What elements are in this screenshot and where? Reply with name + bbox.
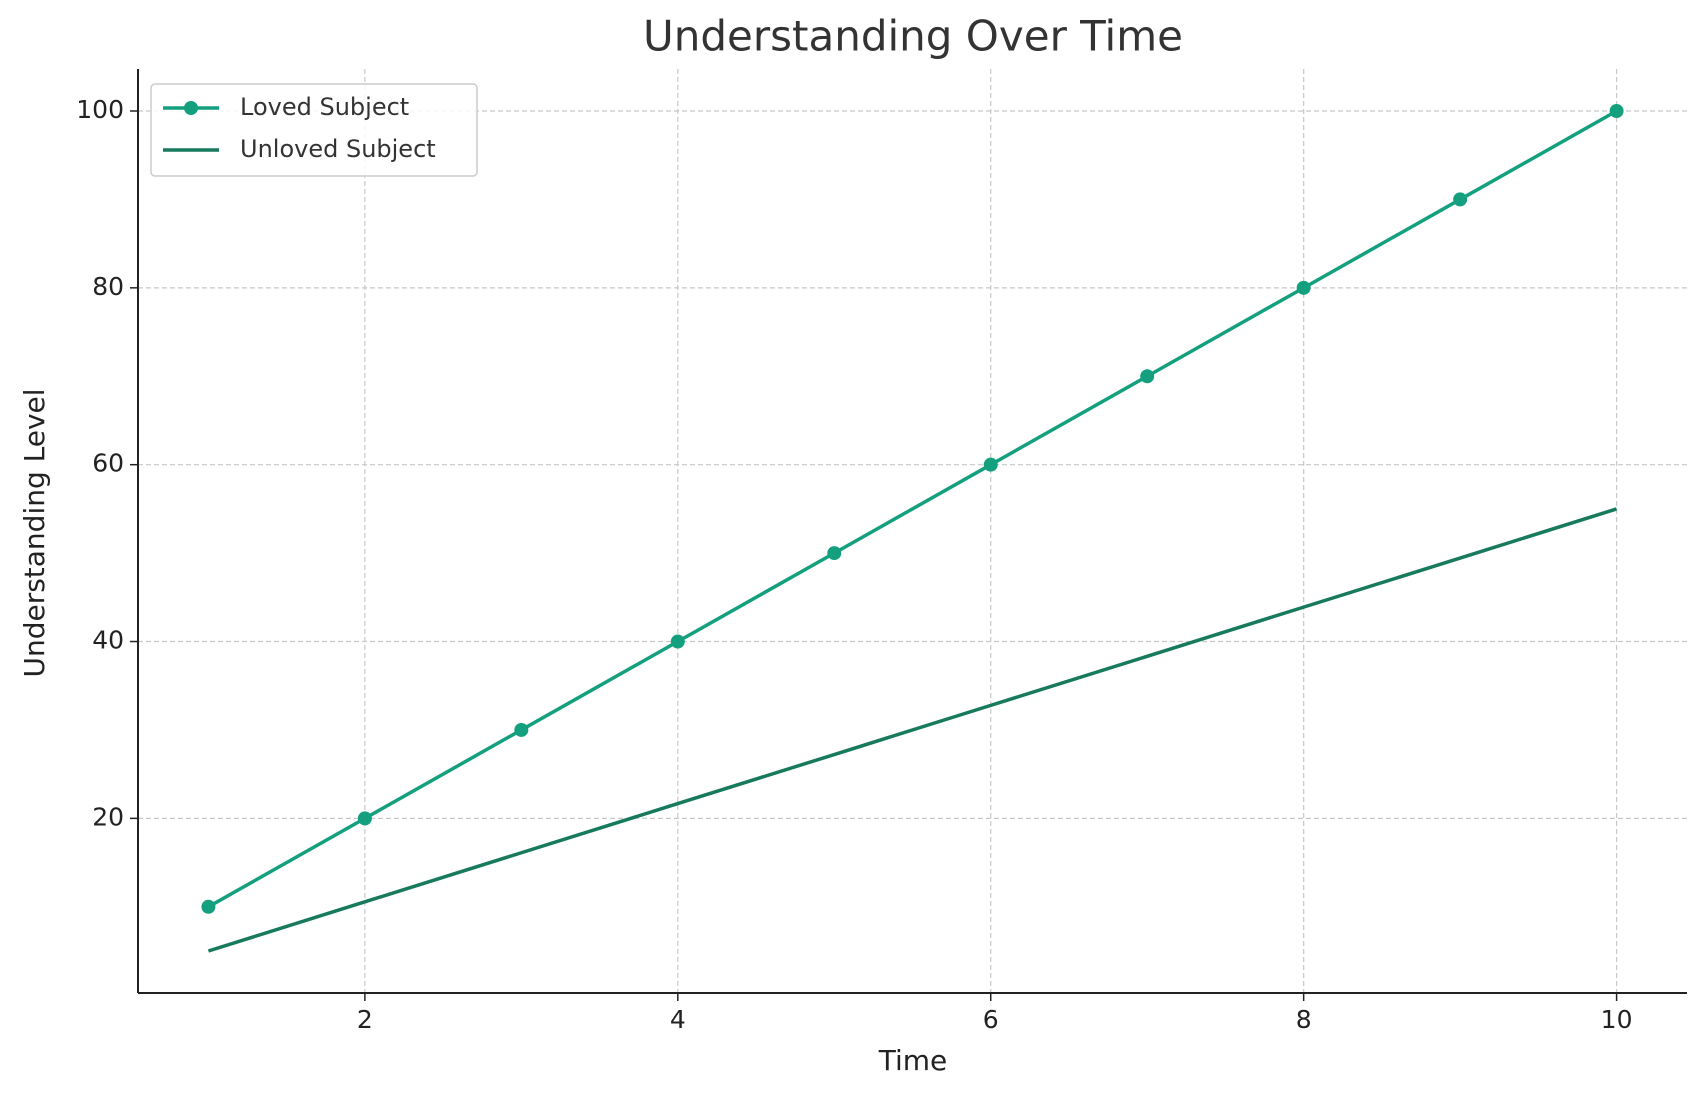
x-tick-label: 8 [1296,1005,1312,1034]
chart-title: Understanding Over Time [643,12,1183,61]
y-tick-label: 20 [92,802,124,831]
y-axis-label: Understanding Level [18,388,51,677]
x-tick-label: 2 [357,1005,373,1034]
legend: Loved Subject Unloved Subject [150,83,478,177]
y-tick-label: 80 [92,272,124,301]
y-tick-label: 40 [92,626,124,655]
y-tick-label: 60 [92,449,124,478]
legend-label: Unloved Subject [240,135,436,163]
point [357,811,372,826]
point [1140,369,1155,384]
y-tick-label: 100 [76,95,124,124]
line-series [207,109,1618,909]
point [201,899,216,914]
point [670,634,685,649]
x-tick-label: 10 [1601,1005,1633,1034]
x-tick-label: 4 [670,1005,686,1034]
point [983,457,998,472]
legend-marker [184,101,198,115]
point [1609,104,1624,118]
legend-label: Loved Subject [240,93,409,121]
x-axis-label: Time [878,1044,948,1077]
point [1296,280,1311,295]
point [827,546,842,561]
legend-box [150,83,478,177]
x-tick-label: 6 [983,1005,999,1034]
line-series [207,507,1618,953]
point [1453,192,1468,207]
point [514,722,529,737]
